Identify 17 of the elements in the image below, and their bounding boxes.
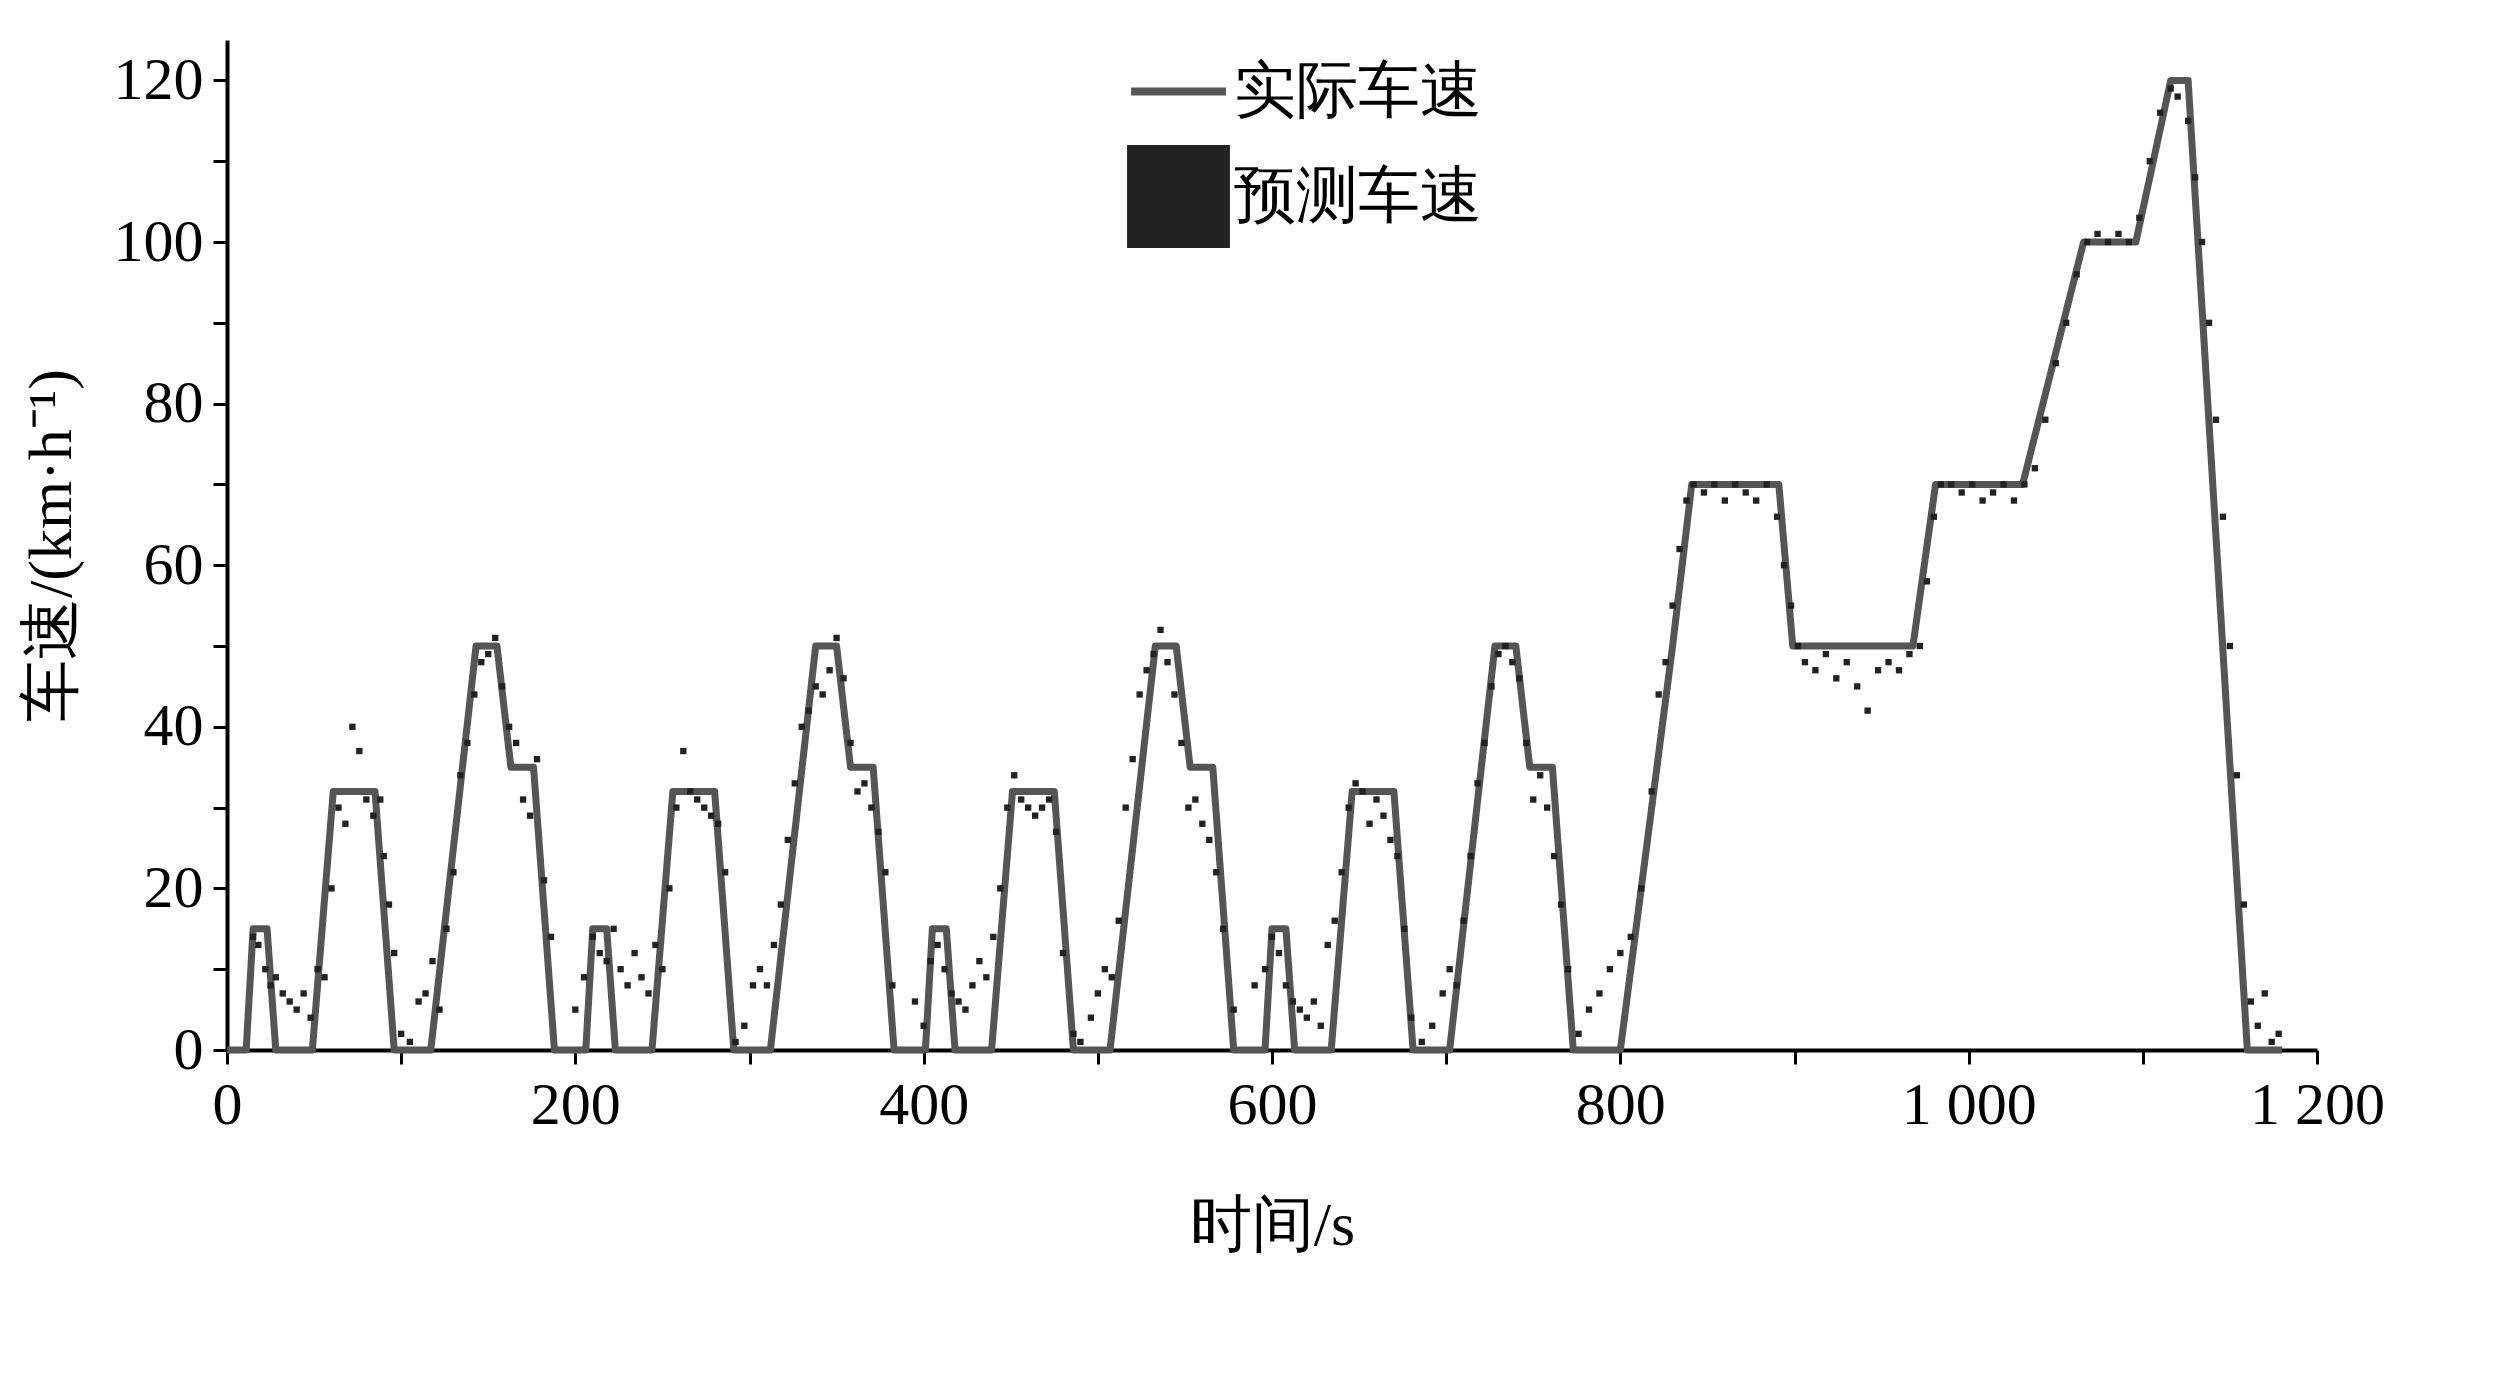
x-tick-label: 1 000 xyxy=(1901,1070,2037,1137)
y-tick-label: 60 xyxy=(143,530,204,597)
y-tick-label: 120 xyxy=(113,45,204,112)
y-tick-label: 0 xyxy=(173,1015,204,1082)
x-tick-label: 1 200 xyxy=(2250,1070,2385,1137)
x-axis-title: 时间/s xyxy=(1189,1189,1356,1258)
x-tick-label: 600 xyxy=(1227,1070,1318,1137)
y-tick-label: 80 xyxy=(143,369,204,436)
y-tick-label: 40 xyxy=(143,692,204,759)
legend-label: 预测车速 xyxy=(1234,160,1482,229)
x-tick-label: 800 xyxy=(1575,1070,1666,1137)
x-tick-label: 200 xyxy=(530,1070,621,1137)
y-tick-label: 20 xyxy=(143,853,204,920)
legend-label: 实际车速 xyxy=(1234,55,1482,124)
y-axis-title: 车速/(km·h⁻¹) xyxy=(15,369,85,722)
y-tick-label: 100 xyxy=(113,207,204,274)
x-tick-label: 400 xyxy=(879,1070,970,1137)
